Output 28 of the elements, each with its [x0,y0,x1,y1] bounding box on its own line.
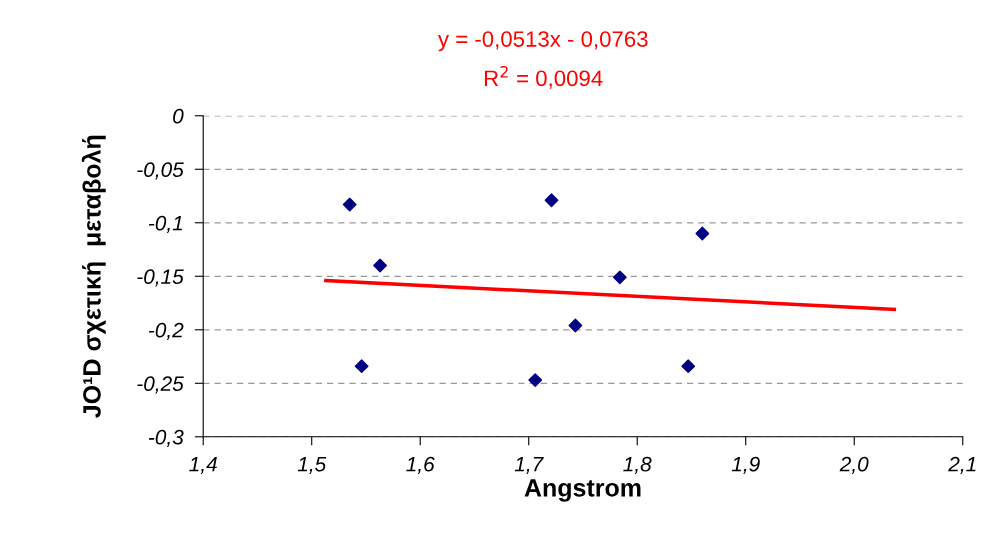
x-tick-label: 1,5 [297,457,327,475]
x-tick-label: 1,4 [189,457,217,475]
y-tick-label: -0,15 [137,269,184,287]
point [373,258,387,273]
y-tick-label: -0,1 [148,215,183,233]
point [568,318,583,333]
y-axis-title: JO¹D σχετική μεταβολή [81,135,106,418]
y-tick-label: 0 [173,108,184,124]
point [681,359,696,374]
x-tick-label: 2,1 [948,456,976,475]
y-tick-label: -0,05 [137,162,184,180]
point [612,270,627,285]
x-tick-label: 1,8 [623,456,652,475]
y-tick-label: -0,3 [148,429,184,448]
y-tick-label: -0,25 [137,376,184,394]
x-axis-title: Angstrom [524,479,641,502]
x-tick-label: 2,0 [839,456,869,475]
x-tick-label: 1,6 [406,456,435,475]
point [544,193,559,208]
x-tick-label: 1,9 [731,456,760,475]
point [528,373,543,387]
point [695,226,710,241]
y-tick-label: -0,2 [148,322,184,340]
text: y = -0,0513x - 0,0763 [437,31,648,52]
point [342,197,357,212]
text: R$^{2}$ = 0,0094 [484,65,603,89]
point [354,359,369,374]
x-tick-label: 1,7 [514,457,544,475]
